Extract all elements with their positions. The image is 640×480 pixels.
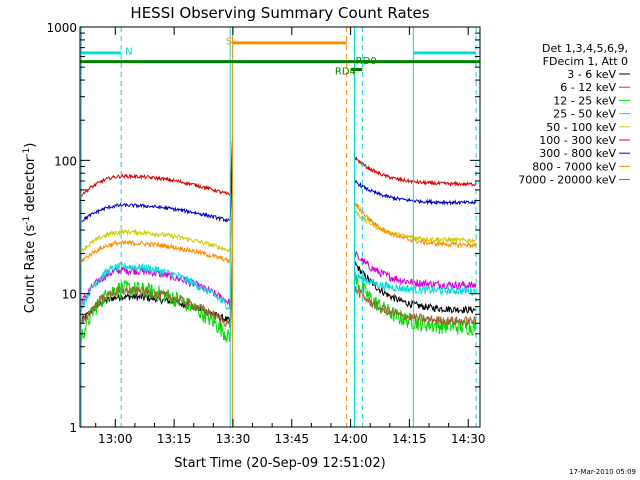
series-4-post-line [354,270,477,297]
flag-label-1: N [125,47,132,58]
series-8-post-line [354,202,477,249]
legend-label-2: 6 - 12 keV [560,81,616,94]
series-7-pre-line [81,165,233,223]
x-tick-label-1: 13:00 [98,432,133,446]
legend-header-line-2: FDecim 1, Att 0 [543,55,628,68]
x-axis-label: Start Time (20-Sep-09 12:51:02) [174,456,385,471]
series-6-post-line [354,156,477,188]
x-axis: 13:00 13:15 13:30 13:45 14:00 14:15 14:30 [95,27,486,446]
legend-label-5: 50 - 100 keV [546,121,616,134]
y-axis-label-sup1: -1 [22,216,32,225]
flag-label-4: RD0 [356,56,377,67]
x-tick-label-2: 13:15 [157,432,192,446]
x-tick-label-5: 14:00 [333,432,368,446]
legend-label-7: 300 - 800 keV [539,147,616,160]
y-axis-label-sup2: -1 [22,148,32,157]
y-axis-label: Count Rate (s-1 detector-1) [22,143,38,314]
y-tick-label-4: 1000 [46,21,77,35]
series-2 [80,247,477,307]
legend-header-line-1: Det 1,3,4,5,6,9, [542,42,628,55]
legend-label-9: 7000 - 20000 keV [518,174,616,187]
legend-label-8: 800 - 7000 keV [532,160,616,173]
x-tick-label-6: 14:15 [392,432,427,446]
series-4 [80,252,477,312]
legend-label-3: 12 - 25 keV [553,94,616,107]
flag-label-2: S [226,36,232,47]
y-axis: 1 10 100 1000 [46,21,480,435]
plot-frame [79,26,481,428]
series-9-pre-line [81,269,233,330]
x-tick-label-3: 13:30 [216,432,251,446]
legend: Det 1,3,4,5,6,9, FDecim 1, Att 0 3 - 6 k… [518,42,630,187]
legend-label-4: 25 - 50 keV [553,108,616,121]
y-axis-label-main: Count Rate (s [23,225,38,314]
series-5-post-line [354,209,477,244]
y-axis-label-mid: detector [23,156,38,216]
series-6-pre-line [80,139,233,198]
y-tick-label-1: 1 [69,421,77,435]
x-tick-label-7: 14:30 [451,432,486,446]
series-7 [81,165,477,223]
series-4-pre-line [80,252,233,312]
series-8-pre-line [80,205,233,264]
series-6 [80,139,477,198]
series-9-post-line [354,285,477,327]
series-8 [80,202,477,264]
series-7-post-line [354,179,477,206]
chart-title: HESSI Observing Summary Count Rates [130,4,429,22]
y-tick-label-3: 100 [54,154,77,168]
legend-label-1: 3 - 6 keV [567,68,616,81]
footer-date: 17-Mar-2010 05:09 [569,468,636,476]
y-axis-label-end: ) [23,143,38,148]
series-5-pre-line [81,195,233,254]
x-tick-label-4: 13:45 [274,432,309,446]
legend-label-6: 100 - 300 keV [539,134,616,147]
y-tick-label-2: 10 [62,288,77,302]
series-9 [81,269,477,330]
flag-label-3: RD4 [335,67,356,78]
